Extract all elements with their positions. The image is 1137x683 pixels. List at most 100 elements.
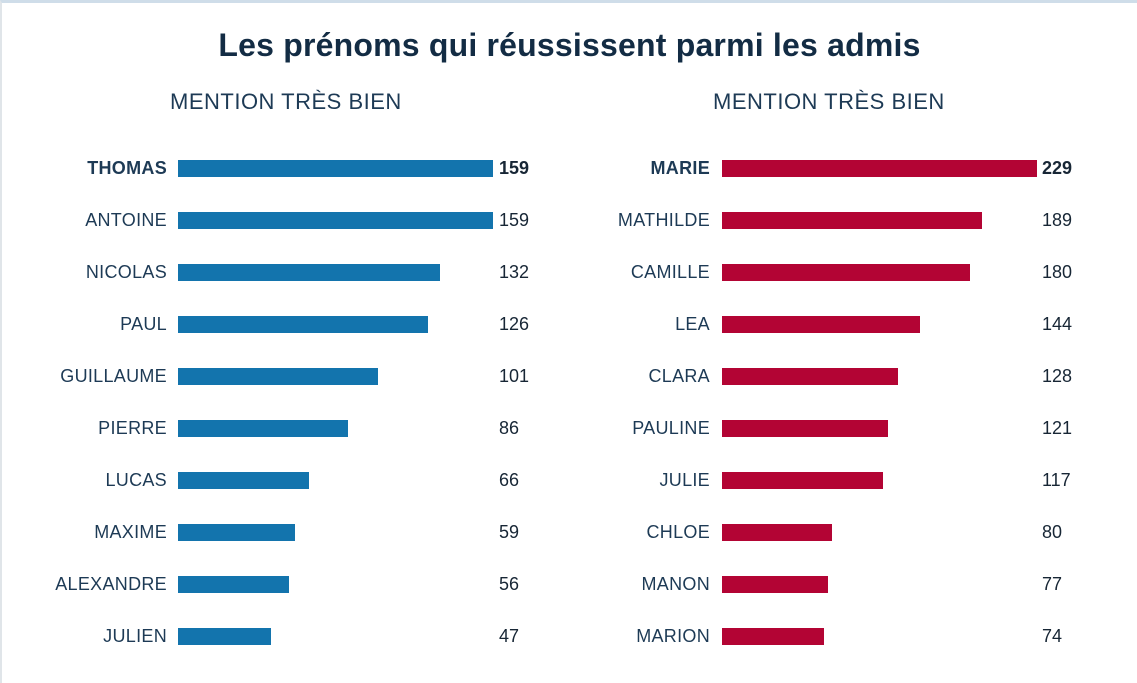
category-label: MANON [641,573,710,594]
bar [178,159,493,177]
bar [178,575,289,593]
bar [722,471,883,489]
bar-row: PIERRE 86 [47,402,554,454]
bar [722,523,832,541]
bar-track [722,575,1037,593]
bar [178,523,295,541]
bar-row: LUCAS 66 [47,454,554,506]
bar-row: MAXIME 59 [47,506,554,558]
bar-value: 144 [1042,313,1073,334]
bar [178,211,493,229]
category-label: ALEXANDRE [55,573,167,594]
bar-row: ANTOINE 159 [47,194,554,246]
category-label: LUCAS [105,469,167,490]
bar [178,315,428,333]
bar-row: GUILLAUME 101 [47,350,554,402]
bar-value: 159 [499,157,530,178]
chart-left-rows: THOMAS 159 ANTOINE 159 NICOLAS 132 PAUL 126 GUIL… [47,142,554,662]
bar-value: 159 [499,209,530,230]
bar-row: THOMAS 159 [47,142,554,194]
bar-value: 121 [1042,417,1073,438]
category-label: MATHILDE [617,209,710,230]
category-label: PAUL [120,313,167,334]
bar-value: 128 [1042,365,1073,386]
bar-track [722,419,1037,437]
category-label: PIERRE [98,417,167,438]
category-label: CHLOE [646,521,710,542]
category-label: CLARA [648,365,710,386]
bar-row: LEA 144 [580,298,1097,350]
bar-row: PAULINE 121 [580,402,1097,454]
chart-mention-tres-bien-left: MENTION TRÈS BIEN THOMAS 159 ANTOINE 159 NIC… [47,90,554,662]
bar-value: 132 [499,261,530,282]
bar-row: MARIE 229 [580,142,1097,194]
bar-row: CLARA 128 [580,350,1097,402]
bar-track [178,263,493,281]
bar [722,419,888,437]
bar-track [178,575,493,593]
bar-row: CHLOE 80 [580,506,1097,558]
bar-track [178,159,493,177]
bar-value: 66 [499,469,520,490]
category-label: NICOLAS [85,261,167,282]
bar-row: NICOLAS 132 [47,246,554,298]
bar-track [722,263,1037,281]
bar-value: 189 [1042,209,1073,230]
bar-value: 180 [1042,261,1073,282]
category-label: MARIE [650,157,710,178]
category-label: JULIEN [103,625,167,646]
bar-value: 77 [1042,573,1063,594]
bar [722,627,824,645]
bar-track [178,471,493,489]
bar [722,159,1037,177]
category-label: ANTOINE [85,209,167,230]
bar-row: ALEXANDRE 56 [47,558,554,610]
bar-value: 117 [1042,469,1071,490]
bar-track [722,159,1037,177]
bar-value: 59 [499,521,520,542]
bar-row: CAMILLE 180 [580,246,1097,298]
bar-row: MATHILDE 189 [580,194,1097,246]
chart-mention-tres-bien-right: MENTION TRÈS BIEN MARIE 229 MATHILDE 189 CAM… [580,90,1097,662]
bar-track [178,627,493,645]
bar-track [178,419,493,437]
charts-container: MENTION TRÈS BIEN THOMAS 159 ANTOINE 159 NIC… [2,90,1137,662]
bar [178,627,271,645]
bar-track [178,367,493,385]
chart-left-title: MENTION TRÈS BIEN [170,89,402,114]
chart-right-rows: MARIE 229 MATHILDE 189 CAMILLE 180 LEA 144 CLARA… [580,142,1097,662]
bar [722,263,970,281]
bar-value: 80 [1042,521,1063,542]
bar-value: 229 [1042,157,1073,178]
bar [722,315,920,333]
bar-value: 56 [499,573,520,594]
category-label: MARION [636,625,710,646]
bar-row: PAUL 126 [47,298,554,350]
bar-track [722,367,1037,385]
bar-row: JULIEN 47 [47,610,554,662]
bar [178,263,440,281]
bar-track [178,315,493,333]
bar-row: JULIE 117 [580,454,1097,506]
bar [722,575,828,593]
bar-track [722,315,1037,333]
bar [722,211,982,229]
bar-value: 47 [499,625,520,646]
bar [178,471,309,489]
bar-value: 86 [499,417,520,438]
bar [178,367,378,385]
bar-track [722,627,1037,645]
category-label: PAULINE [632,417,710,438]
category-label: MAXIME [94,521,167,542]
bar-track [722,211,1037,229]
bar-track [722,523,1037,541]
bar [178,419,348,437]
category-label: LEA [675,313,710,334]
category-label: GUILLAUME [60,365,167,386]
category-label: JULIE [659,469,710,490]
category-label: CAMILLE [630,261,710,282]
bar-track [722,471,1037,489]
bar-value: 126 [499,313,530,334]
bar-track [178,211,493,229]
